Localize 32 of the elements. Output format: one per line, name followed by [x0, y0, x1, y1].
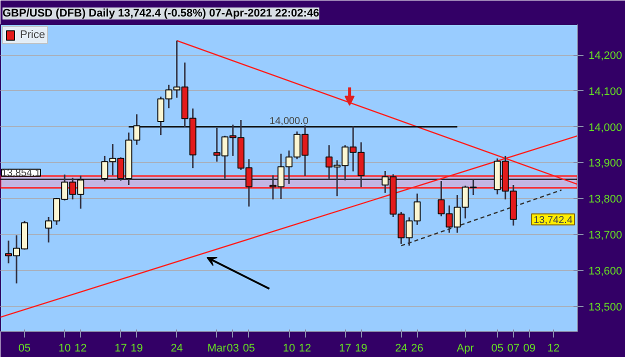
x-tick-label: 09 — [523, 342, 536, 354]
x-tick-label: 17 — [338, 342, 352, 354]
y-tick-label: 14,000 — [588, 122, 622, 134]
annotation: 14,000.0 — [270, 116, 309, 127]
x-tick-label: 07 — [507, 342, 520, 354]
x-tick-label: 19 — [355, 342, 368, 354]
y-tick-label: 13,600 — [588, 265, 622, 278]
x-tick-label: 12 — [298, 342, 312, 354]
x-tick-label: 05 — [242, 342, 256, 354]
x-tick-label: 24 — [395, 342, 408, 354]
x-tick-label: 12 — [547, 342, 560, 354]
y-tick-label: 13,700 — [588, 230, 622, 242]
x-tick-label: 12 — [74, 342, 87, 354]
x-tick-label: Apr — [456, 342, 474, 354]
x-tick-label: 19 — [130, 342, 143, 354]
y-tick-label: 14,100 — [588, 86, 622, 98]
legend-label: Price — [20, 29, 46, 41]
y-tick-label: 14,200 — [588, 50, 622, 62]
x-tick-label: 10 — [282, 342, 296, 354]
x-tick-label: Mar — [207, 342, 227, 354]
y-tick-label: 13,800 — [588, 194, 622, 206]
y-tick-label: 13,500 — [588, 301, 622, 314]
chart-title: GBP/USD (DFB) Daily 13,742.4 (-0.58%) 07-Apr-2021 22:02:46 — [2, 8, 320, 20]
x-tick-label: 17 — [114, 342, 127, 354]
x-tick-label: 10 — [58, 342, 71, 354]
annotation: 13,742.4 — [534, 214, 573, 226]
x-tick-label: 05 — [18, 342, 31, 354]
y-tick-label: 13,900 — [588, 158, 622, 170]
x-tick-label: 24 — [170, 342, 183, 354]
x-tick-label: 05 — [491, 342, 504, 354]
x-tick-label: 03 — [226, 342, 240, 354]
x-tick-label: 26 — [411, 342, 424, 354]
